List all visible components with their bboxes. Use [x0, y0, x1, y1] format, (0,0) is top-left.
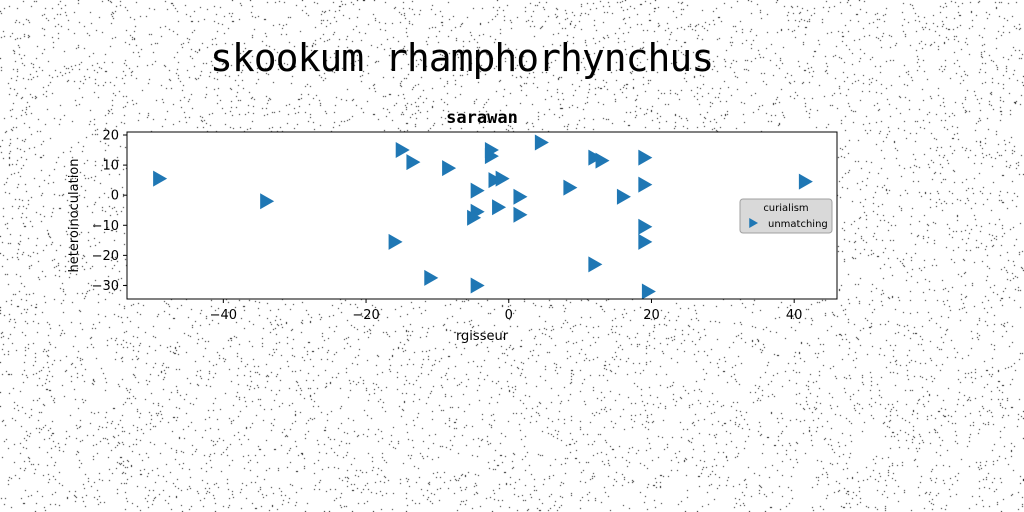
data-point: [484, 142, 499, 159]
x-tick-label: 0: [505, 308, 513, 323]
data-point: [595, 152, 610, 169]
data-point: [470, 182, 485, 199]
data-point: [616, 188, 631, 205]
legend-title: curialism: [763, 203, 808, 214]
data-point: [534, 134, 549, 151]
x-axis-label: rgisseur: [456, 329, 509, 344]
y-axis-label: heteroinoculation: [67, 158, 82, 272]
plot-area: [127, 132, 837, 299]
data-point: [492, 199, 507, 216]
data-point: [513, 206, 528, 223]
data-point: [470, 203, 485, 220]
data-point: [442, 160, 457, 177]
data-point: [153, 170, 168, 187]
data-point: [406, 154, 421, 171]
data-point: [588, 256, 603, 273]
scatter-points: [153, 134, 813, 300]
y-tick-label: −20: [92, 249, 119, 264]
data-point: [638, 218, 653, 235]
y-tick-label: 20: [102, 129, 119, 144]
data-point: [260, 193, 275, 210]
data-point: [638, 233, 653, 250]
data-point: [513, 188, 528, 205]
data-point: [488, 172, 503, 189]
data-point: [470, 277, 485, 294]
data-point: [563, 179, 578, 196]
y-tick-label: 0: [111, 189, 119, 204]
x-tick-label: −20: [352, 308, 379, 323]
data-point: [798, 173, 813, 190]
x-tick-label: 20: [643, 308, 660, 323]
x-tick-label: 40: [786, 308, 803, 323]
data-point: [638, 149, 653, 166]
legend-marker-triangle-right: [749, 218, 758, 228]
figure-title: skookum rhamphorhynchus: [210, 36, 714, 80]
y-tick-label: −30: [92, 279, 119, 294]
data-point: [424, 269, 439, 286]
legend: curialism unmatching: [739, 198, 833, 234]
data-point: [495, 170, 510, 187]
plot-frame: [126, 131, 838, 300]
legend-entry-label: unmatching: [768, 219, 828, 230]
legend-box: [739, 198, 833, 234]
chart-title: sarawan: [446, 108, 518, 128]
data-point: [638, 176, 653, 193]
data-point: [588, 149, 603, 166]
data-point: [388, 233, 403, 250]
y-tick-label: −10: [92, 219, 119, 234]
data-point: [395, 142, 410, 159]
x-axis-ticks: −40 −20 0 20 40: [210, 299, 803, 323]
y-tick-label: 10: [102, 159, 119, 174]
x-tick-label: −40: [210, 308, 237, 323]
data-point: [641, 283, 656, 300]
y-axis-ticks: −30 −20 −10 0 10 20: [92, 129, 127, 294]
